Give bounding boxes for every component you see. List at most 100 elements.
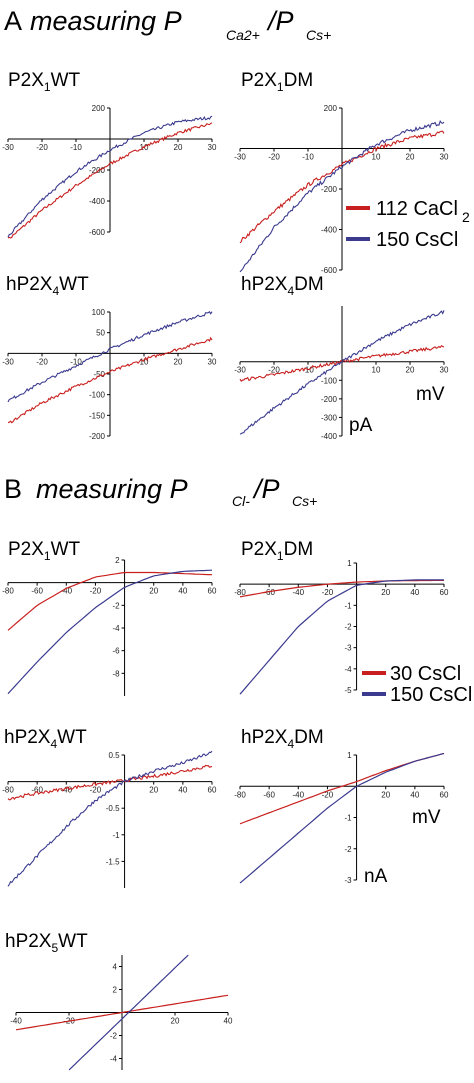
y-tick-label: 200	[92, 104, 106, 113]
panel-title-suffix: WT	[57, 727, 87, 748]
chart-panel: P2X1DM -80 -60 -40 -20 20 40 60 1 -1 -2 -3 -4 -5	[234, 539, 449, 695]
y-tick-label: -300	[321, 413, 338, 422]
x-tick-label: 60	[208, 587, 217, 596]
x-tick-label: 10	[372, 366, 381, 375]
x-tick-label: 10	[140, 357, 149, 366]
x-tick-label: 20	[174, 143, 183, 152]
section-title: measuring P	[36, 474, 188, 504]
panel-title: hP2X4DM	[241, 727, 324, 751]
series-line-blue	[7, 569, 213, 695]
unit-label-pa: pA	[349, 415, 373, 436]
y-tick-label: -400	[321, 226, 338, 235]
panel-title-suffix: WT	[59, 274, 89, 295]
panel-title: P2X1WT	[8, 539, 81, 563]
x-tick-label: 20	[381, 588, 390, 597]
y-tick-label: -2	[110, 1032, 118, 1041]
legend-label-sub: 2	[462, 209, 470, 225]
series-line-blue	[7, 115, 213, 238]
panel-title-sub: 4	[287, 284, 294, 298]
panel-title: P2X1WT	[8, 70, 81, 94]
x-tick-label: 10	[372, 153, 381, 162]
x-tick-label: -30	[234, 366, 246, 375]
x-tick-label: 60	[208, 786, 217, 795]
y-tick-label: -4	[112, 624, 120, 633]
y-tick-label: 200	[324, 104, 338, 113]
panel-title: hP2X4WT	[6, 274, 89, 298]
x-tick-label: 40	[224, 1017, 233, 1026]
x-tick-label: -40	[61, 786, 73, 795]
chart-panel: hP2X4WT -30 -20 -10 10 20 30 100 50 -50 -100 -150 -2…	[2, 274, 217, 441]
chart-panel: hP2X4DM -30 -20 -10 10 20 30 -100 -200 -300 -400	[234, 274, 449, 441]
x-tick-label: 60	[440, 790, 449, 799]
x-tick-label: -20	[322, 588, 334, 597]
x-tick-label: -30	[234, 153, 246, 162]
section-sub-ion: Cl-	[232, 493, 250, 509]
y-tick-label: -100	[89, 391, 106, 400]
section-letter: B	[4, 474, 22, 504]
y-tick-label: 4	[113, 963, 118, 972]
series-line-red	[7, 571, 213, 631]
section-title: measuring P	[30, 6, 182, 36]
x-tick-label: -40	[293, 790, 305, 799]
legend-label: 150 CsCl	[376, 229, 458, 251]
panel-title-suffix: DM	[294, 274, 324, 295]
x-tick-label: -60	[31, 587, 43, 596]
y-tick-label: -400	[89, 197, 106, 206]
chart-panel: hP2X4DM -80 -60 -40 -20 20 40 60 1 -1 -2 -3	[234, 727, 449, 885]
legend-label: 150 CsCl	[390, 684, 472, 706]
section-sub-ref: Cs+	[306, 27, 331, 43]
x-tick-label: -80	[2, 786, 14, 795]
x-tick-label: 20	[171, 1017, 180, 1026]
chart-panel: hP2X4WT -80 -60 -40 -20 20 40 60 0.5 -0.5 -1 -1.5	[2, 727, 217, 888]
y-tick-label: -150	[89, 411, 106, 420]
x-tick-label: -40	[10, 1017, 22, 1026]
y-tick-label: 0.5	[108, 751, 120, 760]
y-tick-label: 50	[96, 329, 105, 338]
x-tick-label: -80	[2, 587, 14, 596]
section-sep: /P	[252, 474, 280, 504]
legend-label: 112 CaCl	[376, 198, 458, 220]
chart-panels: P2X1WT-30 -20 -10 10 20 30200-200-400-600P2X1…	[2, 70, 449, 1071]
x-tick-label: -40	[61, 587, 73, 596]
x-tick-label: 40	[178, 786, 187, 795]
y-tick-label: -2	[344, 623, 352, 632]
section-sep: /P	[266, 6, 294, 36]
x-tick-label: 20	[174, 357, 183, 366]
y-tick-label: -2	[344, 845, 352, 854]
x-tick-label: -20	[90, 587, 102, 596]
panel-title-sub: 5	[51, 941, 58, 955]
y-tick-label: -100	[321, 376, 338, 385]
y-tick-label: 1	[347, 751, 352, 760]
y-tick-label: -3	[344, 876, 352, 885]
y-tick-label: -200	[89, 432, 106, 441]
y-tick-label: -1	[344, 814, 352, 823]
y-tick-label: -4	[110, 1055, 118, 1064]
x-tick-label: -30	[2, 357, 14, 366]
panel-title-sub: 1	[277, 80, 284, 94]
chart-panel: P2X1WT -80 -60 -40 -20 20 40 60 2 -2 -4 -6 -8	[2, 539, 217, 696]
y-tick-label: -4	[344, 665, 352, 674]
x-tick-label: 40	[410, 588, 419, 597]
section-sub-ion: Ca2+	[226, 27, 260, 43]
y-tick-label: 1	[347, 559, 352, 568]
panel-title-sub: 1	[44, 549, 51, 563]
panel-title-sub: 4	[52, 284, 59, 298]
x-tick-label: -20	[36, 357, 48, 366]
panel-title-suffix: DM	[294, 727, 324, 748]
panel-title-sub: 1	[277, 549, 284, 563]
y-tick-label: -200	[321, 185, 338, 194]
y-tick-label: -3	[344, 644, 352, 653]
y-tick-label: -200	[89, 166, 106, 175]
panel-title: hP2X5WT	[5, 931, 88, 955]
x-tick-label: -60	[263, 588, 275, 597]
series-line-blue	[68, 954, 189, 1071]
x-tick-label: 20	[381, 790, 390, 799]
panel-title-suffix: WT	[51, 70, 81, 91]
x-tick-label: -80	[234, 790, 246, 799]
x-tick-label: -60	[31, 786, 43, 795]
x-tick-label: -60	[263, 790, 275, 799]
series-line-blue	[7, 311, 213, 403]
unit-label-na: nA	[364, 866, 388, 887]
